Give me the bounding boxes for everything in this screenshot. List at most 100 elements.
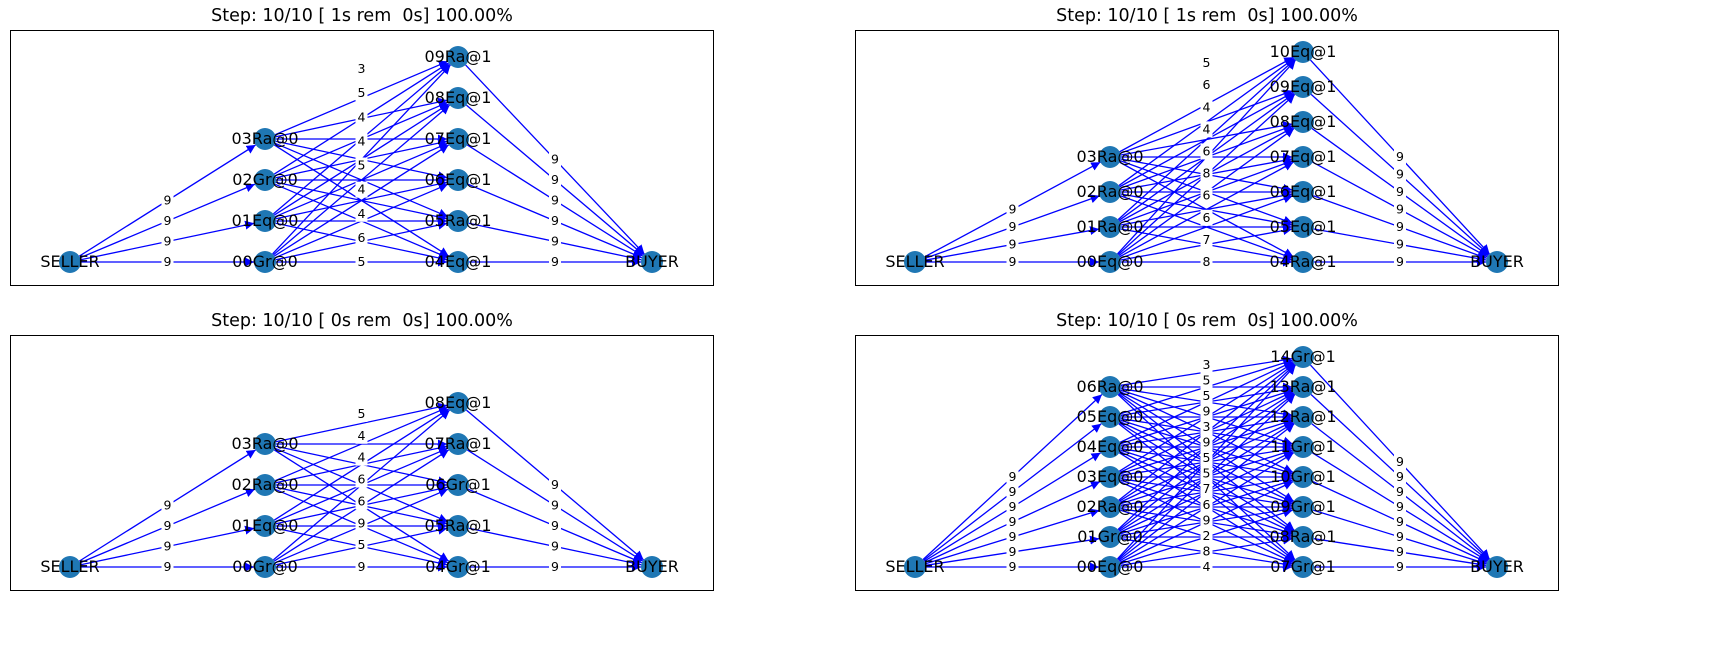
edge-label-source-4: 9: [1009, 499, 1017, 514]
node-00Gr@0: [254, 251, 276, 273]
edge-label-middle-6-bg: [1200, 465, 1213, 482]
node-04Eq@1: [447, 251, 469, 273]
edge-label-middle-11-bg: [1200, 387, 1213, 404]
edge-label-middle-1-bg: [1200, 231, 1213, 248]
node-label-06Gr@1: 06Gr@1: [425, 475, 491, 494]
edge-label-sink-5: 9: [1396, 167, 1404, 182]
edge-label-middle-7: 5: [358, 85, 366, 100]
edge-label-source-3-bg: [1006, 514, 1019, 530]
edge-label-sink-4-bg: [549, 477, 561, 493]
edge-label-sink-2: 9: [551, 518, 559, 533]
edge-label-middle-5: 4: [358, 133, 366, 148]
node-08Eq@1: [447, 392, 469, 414]
edge-label-sink-6-bg: [1394, 149, 1406, 165]
edge-label-middle-12-bg: [1200, 372, 1213, 389]
node-label-14Gr@1: 14Gr@1: [1270, 347, 1336, 366]
edge-label-sink-2: 9: [1396, 219, 1404, 234]
edge-label-sink-0: 9: [1396, 559, 1404, 574]
edge-label-middle-7-bg: [355, 405, 368, 422]
node-09Gr@1: [1292, 496, 1314, 518]
edge-label-middle-4-bg: [1200, 165, 1213, 182]
node-04Eq@0: [1099, 436, 1121, 458]
edge-label-sink-1-bg: [549, 233, 561, 250]
node-label-08Eq@1: 08Eq@1: [425, 88, 492, 107]
edge-label-middle-6-bg: [1200, 121, 1213, 138]
node-label-BUYER: BUYER: [1470, 252, 1524, 271]
node-06Ra@0: [1099, 376, 1121, 398]
edge-label-middle-2: 9: [358, 515, 366, 530]
node-13Ra@1: [1292, 376, 1314, 398]
node-label-03Ra@0: 03Ra@0: [231, 129, 298, 148]
edge-label-middle-4: 6: [358, 472, 366, 487]
node-label-09Gr@1: 09Gr@1: [1270, 497, 1336, 516]
node-09Ra@1: [447, 46, 469, 68]
node-label-01Eq@0: 01Eq@0: [232, 211, 299, 230]
edge-label-middle-4-bg: [355, 471, 368, 488]
edge-label-source-3: 9: [164, 193, 172, 208]
node-03Ra@0: [1099, 146, 1121, 168]
edge-label-middle-2: 4: [358, 206, 366, 221]
node-label-07Eq@1: 07Eq@1: [1270, 147, 1337, 166]
node-BUYER: [1486, 251, 1508, 273]
panel-title-1: Step: 10/10 [ 1s rem 0s] 100.00%: [211, 6, 513, 26]
node-label-00Gr@0: 00Gr@0: [232, 252, 298, 271]
edge-label-middle-1-bg: [1200, 543, 1213, 560]
edge-label-middle-8: 9: [1203, 435, 1211, 450]
edge-label-sink-2: 9: [551, 213, 559, 228]
panel-frame-2: [855, 30, 1559, 286]
edge-label-sink-3: 9: [551, 498, 559, 513]
edge-label-middle-2-bg: [355, 205, 368, 222]
edge-label-middle-3: 6: [1203, 188, 1211, 203]
edge-label-middle-6-bg: [355, 427, 368, 444]
node-02Ra@0: [1099, 496, 1121, 518]
node-08Eq@1: [1292, 111, 1314, 133]
edge-label-middle-0: 8: [1203, 254, 1211, 269]
edge-label-sink-7: 9: [1396, 454, 1404, 469]
node-03Eq@0: [1099, 466, 1121, 488]
node-05Ra@1: [447, 515, 469, 537]
edge-label-middle-9: 3: [1203, 419, 1211, 434]
node-01Ra@0: [1099, 216, 1121, 238]
edge-label-middle-4-bg: [355, 157, 368, 174]
edge-label-source-4-bg: [1006, 499, 1019, 515]
node-label-01Ra@0: 01Ra@0: [1076, 217, 1143, 236]
edge-label-source-6-bg: [1006, 469, 1019, 485]
node-01Eq@0: [254, 210, 276, 232]
graph-panel-2: 9 9 9 9 8 7 6 6 8 6 4 4 6 5 9 9 9 9 9 9 9 SELLER BUYER 00Eq@0 01…: [885, 41, 1524, 273]
node-07Eq@1: [1292, 146, 1314, 168]
node-09Eq@1: [1292, 76, 1314, 98]
edge-label-sink-3-bg: [549, 192, 561, 209]
node-label-04Eq@1: 04Eq@1: [425, 252, 492, 271]
edge-label-middle-5-bg: [355, 133, 368, 150]
edge-label-sink-4-bg: [549, 172, 561, 188]
node-label-03Ra@0: 03Ra@0: [231, 434, 298, 453]
edge-label-sink-6: 9: [1396, 149, 1404, 164]
node-label-03Eq@0: 03Eq@0: [1077, 467, 1144, 486]
edge-label-sink-3: 9: [1396, 514, 1404, 529]
node-BUYER: [641, 251, 663, 273]
edge-03Ra@0-04Eq@1: [273, 144, 450, 257]
edge-label-middle-7-bg: [1200, 99, 1213, 116]
edge-label-sink-0: 9: [1396, 254, 1404, 269]
node-label-01Eq@0: 01Eq@0: [232, 516, 299, 535]
edge-label-middle-6: 4: [358, 109, 366, 124]
edge-label-sink-0-bg: [549, 254, 561, 270]
node-05Ra@1: [447, 210, 469, 232]
edge-label-source-0: 9: [1009, 559, 1017, 574]
node-label-09Ra@1: 09Ra@1: [424, 47, 491, 66]
edge-label-source-2-bg: [1006, 529, 1019, 545]
edge-label-source-3: 9: [1009, 202, 1017, 217]
node-label-BUYER: BUYER: [625, 557, 679, 576]
edge-label-middle-3: 4: [358, 182, 366, 197]
edge-label-source-2-bg: [1006, 219, 1019, 235]
node-label-07Gr@1: 07Gr@1: [1270, 557, 1336, 576]
edge-label-middle-5-bg: [1200, 481, 1213, 498]
edge-label-source-3: 9: [164, 498, 172, 513]
node-label-SELLER: SELLER: [40, 252, 99, 271]
edge-label-source-1-bg: [1006, 236, 1019, 253]
node-label-08Eq@1: 08Eq@1: [1270, 112, 1337, 131]
edge-label-middle-7: 4: [1203, 99, 1211, 114]
edge-label-sink-4: 9: [1396, 499, 1404, 514]
panel-frame-3: [10, 335, 714, 591]
